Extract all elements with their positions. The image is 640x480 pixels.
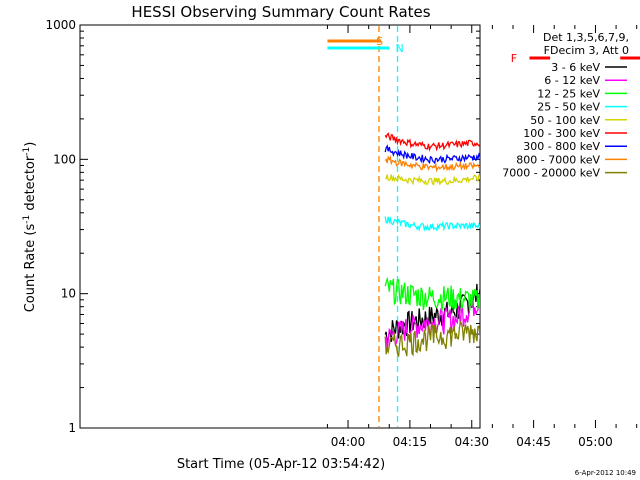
legend-header-line-2: FDecim 3, Att 0 [544, 44, 629, 57]
x-tick-label: 04:00 [331, 435, 366, 449]
flag-label-n: N [395, 42, 403, 55]
flag-label-f: F [511, 52, 517, 65]
series-line [384, 295, 480, 350]
x-axis-label: Start Time (05-Apr-12 03:54:42) [177, 457, 385, 472]
legend-label: 300 - 800 keV [523, 140, 600, 153]
legend-label: 50 - 100 keV [530, 114, 600, 127]
x-tick-label: 05:00 [578, 435, 613, 449]
y-axis-label: Count Rate (s-1 detector-1) [22, 142, 38, 313]
series-line [384, 276, 480, 315]
timestamp: 6-Apr-2012 10:49 [575, 469, 636, 477]
series-lines [384, 132, 480, 357]
legend-header-line-1: Det 1,3,5,6,7,9, [543, 31, 629, 44]
chart-title: HESSI Observing Summary Count Rates [131, 3, 430, 21]
x-tick-label: 04:15 [393, 435, 428, 449]
y-label-part-2: detector [23, 155, 38, 215]
series-line [384, 320, 480, 357]
y-label-part-1: Count Rate (s [23, 224, 38, 313]
flag-label-s: S [376, 35, 383, 48]
y-tick-label: 1000 [45, 18, 76, 32]
y-label-part-3: ) [23, 142, 38, 147]
y-tick-label: 1 [68, 421, 76, 435]
legend-label: 100 - 300 keV [523, 127, 600, 140]
legend-label: 12 - 25 keV [537, 87, 600, 100]
vertical-marker-lines [378, 26, 399, 427]
series-line [384, 155, 480, 173]
x-tick-label: 04:45 [516, 435, 551, 449]
series-line [384, 144, 480, 165]
x-tick-label: 04:30 [454, 435, 489, 449]
legend-label: 6 - 12 keV [544, 74, 600, 87]
y-label-sup-1: -1 [22, 215, 32, 224]
legend: Det 1,3,5,6,7,9, FDecim 3, Att 0 3 - 6 k… [502, 31, 629, 180]
series-line [384, 216, 480, 232]
series-line [385, 173, 480, 186]
legend-label: 3 - 6 keV [551, 61, 600, 74]
series-line [384, 283, 480, 344]
legend-label: 25 - 50 keV [537, 101, 600, 114]
y-label-sup-2: -1 [22, 147, 32, 156]
series-line [384, 132, 480, 152]
flag-bars: SN F [327, 35, 640, 65]
y-tick-label: 10 [61, 287, 76, 301]
legend-label: 800 - 7000 keV [516, 153, 600, 166]
y-tick-label: 100 [53, 152, 76, 166]
legend-label: 7000 - 20000 keV [502, 167, 600, 180]
